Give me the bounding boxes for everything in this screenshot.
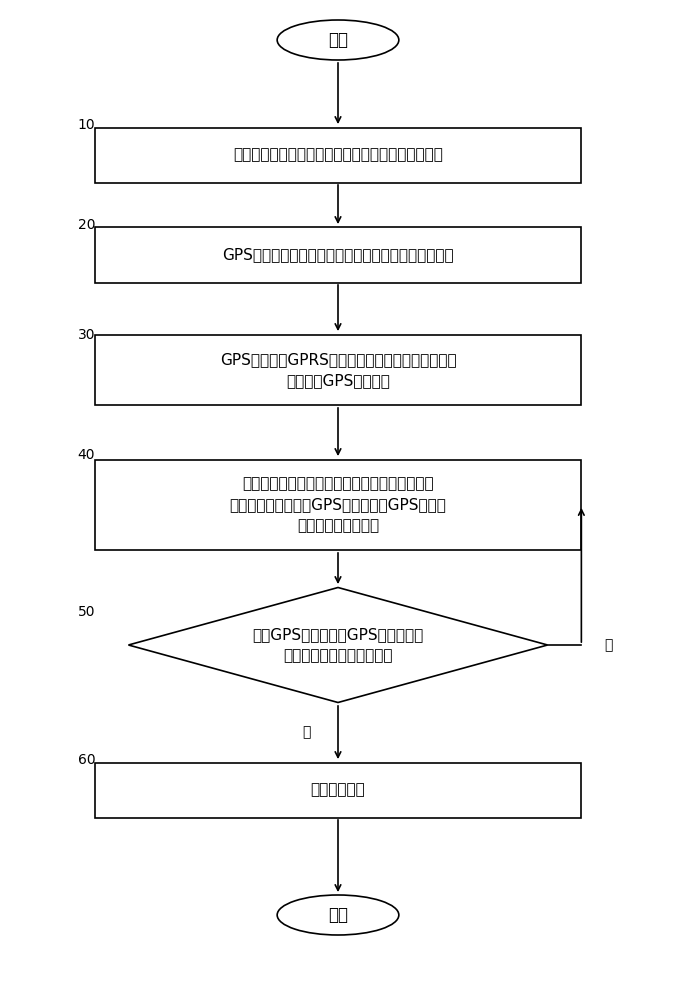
Text: 于具有电子围栏功能的手持装置上设置电子围栏范围: 于具有电子围栏功能的手持装置上设置电子围栏范围 xyxy=(233,147,443,162)
Text: 50: 50 xyxy=(78,605,95,619)
FancyBboxPatch shape xyxy=(95,460,581,550)
Text: 发出警示信息: 发出警示信息 xyxy=(311,782,365,798)
Text: 40: 40 xyxy=(78,448,95,462)
Text: 60: 60 xyxy=(78,753,95,767)
Text: GPS设备通过GPRS网络向具有电子围栏功能的手持
装置传输GPS定位信息: GPS设备通过GPRS网络向具有电子围栏功能的手持 装置传输GPS定位信息 xyxy=(220,352,456,388)
FancyBboxPatch shape xyxy=(95,335,581,405)
FancyBboxPatch shape xyxy=(95,227,581,282)
Text: 于具有电子围栏功能的手持装置上显示一地图，
并将电子围栏范围及GPS设备的当前GPS定位信
息显示于所述地图上: 于具有电子围栏功能的手持装置上显示一地图， 并将电子围栏范围及GPS设备的当前G… xyxy=(230,477,446,534)
Text: 比较GPS设备的当前GPS定位信息是
否到达或超过电子围栏范围: 比较GPS设备的当前GPS定位信息是 否到达或超过电子围栏范围 xyxy=(252,627,424,663)
Ellipse shape xyxy=(277,20,399,60)
Text: 是: 是 xyxy=(303,726,311,740)
Text: 30: 30 xyxy=(78,328,95,342)
Polygon shape xyxy=(128,587,548,702)
Text: 否: 否 xyxy=(604,638,612,652)
Text: 10: 10 xyxy=(78,118,95,132)
FancyBboxPatch shape xyxy=(95,127,581,182)
FancyBboxPatch shape xyxy=(95,762,581,818)
Ellipse shape xyxy=(277,895,399,935)
Text: 结束: 结束 xyxy=(328,906,348,924)
Text: 开始: 开始 xyxy=(328,31,348,49)
Text: 20: 20 xyxy=(78,218,95,232)
Text: GPS设备与具有电子围栏功能的手持装置之间建立连接: GPS设备与具有电子围栏功能的手持装置之间建立连接 xyxy=(222,247,454,262)
